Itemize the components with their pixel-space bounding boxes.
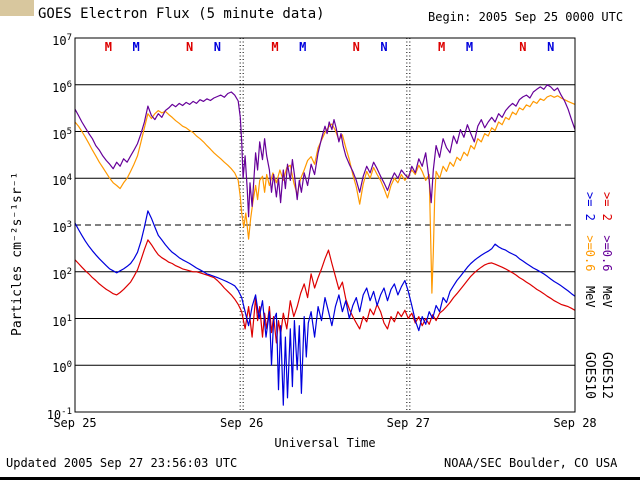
y-axis-tick: 10-1 bbox=[46, 407, 72, 422]
chart-title: GOES Electron Flux (5 minute data) bbox=[38, 6, 325, 22]
legend-unit-label: MeV bbox=[600, 285, 614, 308]
x-axis-tick: Sep 26 bbox=[219, 416, 264, 430]
local-time-marker-n: N bbox=[352, 40, 360, 54]
source-credit: NOAA/SEC Boulder, CO USA bbox=[444, 456, 618, 470]
desktop-corner-patch bbox=[0, 0, 34, 16]
series-goes10-0.6-mev bbox=[75, 94, 575, 294]
y-axis-tick: 104 bbox=[52, 173, 72, 189]
y-axis-tick: 107 bbox=[52, 33, 72, 48]
legend-channel-label: >= 2 bbox=[600, 192, 614, 221]
local-time-marker-m: M bbox=[104, 40, 112, 54]
local-time-marker-m: M bbox=[438, 40, 446, 54]
local-time-marker-m: M bbox=[299, 40, 307, 54]
x-axis-tick: Sep 28 bbox=[553, 416, 597, 430]
local-time-marker-m: M bbox=[132, 40, 140, 54]
local-time-marker-n: N bbox=[213, 40, 221, 54]
local-time-marker-n: N bbox=[519, 40, 527, 54]
begin-time-label: Begin: 2005 Sep 25 0000 UTC bbox=[428, 10, 624, 24]
legend-unit-label: MeV bbox=[583, 285, 597, 308]
legend-channel-label: >=0.6 bbox=[600, 235, 614, 272]
legend-channels-goes10: >= 2 >=0.6 MeV bbox=[583, 192, 597, 308]
legend-channel-label: >=0.6 bbox=[583, 235, 597, 272]
series-goes12-2-mev bbox=[75, 239, 575, 344]
plot-border bbox=[74, 37, 576, 413]
legend-channels-goes12: >= 2 >=0.6 MeV bbox=[600, 192, 614, 308]
x-axis-tick: Sep 27 bbox=[386, 416, 430, 430]
y-axis-tick: 100 bbox=[52, 360, 72, 376]
series-goes10-2-mev bbox=[75, 210, 575, 406]
y-axis-tick: 102 bbox=[52, 266, 72, 282]
legend-satellite-label: GOES10 bbox=[582, 352, 597, 399]
y-axis-tick: 105 bbox=[52, 126, 72, 142]
y-axis-tick: 101 bbox=[52, 313, 72, 329]
local-time-marker-n: N bbox=[547, 40, 555, 54]
series-goes12-0.6-mev bbox=[75, 84, 575, 218]
updated-timestamp: Updated 2005 Sep 27 23:56:03 UTC bbox=[6, 456, 238, 470]
y-axis-tick: 103 bbox=[52, 220, 72, 235]
legend-channel-label: >= 2 bbox=[583, 192, 597, 221]
local-time-marker-m: M bbox=[271, 40, 279, 54]
legend-satellite-label: GOES12 bbox=[599, 352, 614, 399]
bottom-border bbox=[0, 477, 640, 480]
x-axis-title: Universal Time bbox=[274, 436, 376, 450]
local-time-marker-m: M bbox=[465, 40, 474, 54]
local-time-marker-n: N bbox=[380, 40, 388, 54]
y-axis-tick: 106 bbox=[52, 79, 72, 95]
x-axis-tick: Sep 25 bbox=[53, 416, 97, 430]
local-time-marker-n: N bbox=[185, 40, 194, 54]
